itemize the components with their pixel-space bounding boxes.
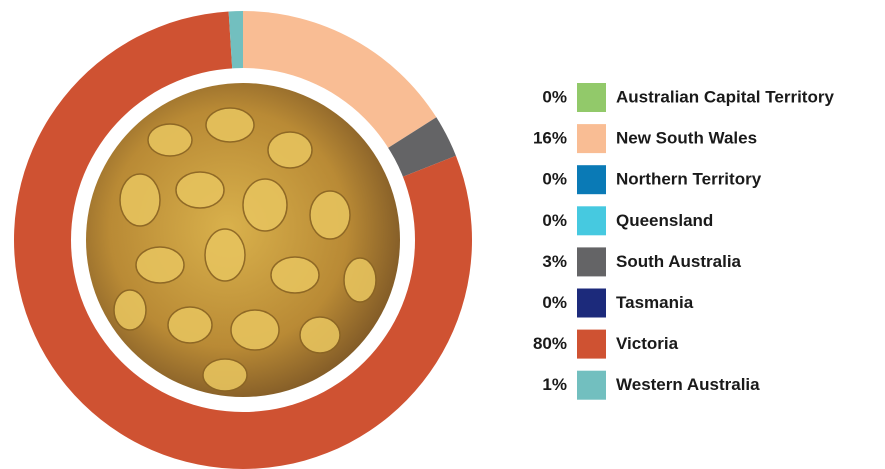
legend-label: Queensland: [616, 211, 713, 230]
legend-value: 0%: [542, 293, 567, 312]
legend-swatch: [577, 288, 606, 318]
legend-label: Tasmania: [616, 293, 694, 312]
legend-label: Northern Territory: [616, 170, 762, 189]
legend-value: 80%: [533, 334, 567, 353]
legend-swatch: [577, 370, 606, 400]
legend-value: 16%: [533, 129, 567, 148]
legend-swatch: [577, 206, 606, 236]
legend-label: Victoria: [616, 334, 679, 353]
legend-swatch: [577, 329, 606, 359]
legend-label: Western Australia: [616, 375, 760, 394]
legend-swatch: [577, 124, 606, 154]
legend-swatch: [577, 83, 606, 112]
legend-value: 3%: [542, 252, 567, 271]
legend-value: 1%: [542, 375, 567, 394]
legend-swatch: [577, 247, 606, 277]
legend-value: 0%: [542, 211, 567, 230]
legend-label: South Australia: [616, 252, 742, 271]
legend-label: Australian Capital Territory: [616, 87, 834, 106]
legend-value: 0%: [542, 87, 567, 106]
legend: 0% Australian Capital Territory 16% New Sou…: [533, 83, 834, 400]
legend-value: 0%: [542, 170, 567, 189]
center-photo: [86, 83, 400, 397]
legend-swatch: [577, 165, 606, 195]
legend-label: New South Wales: [616, 129, 757, 148]
